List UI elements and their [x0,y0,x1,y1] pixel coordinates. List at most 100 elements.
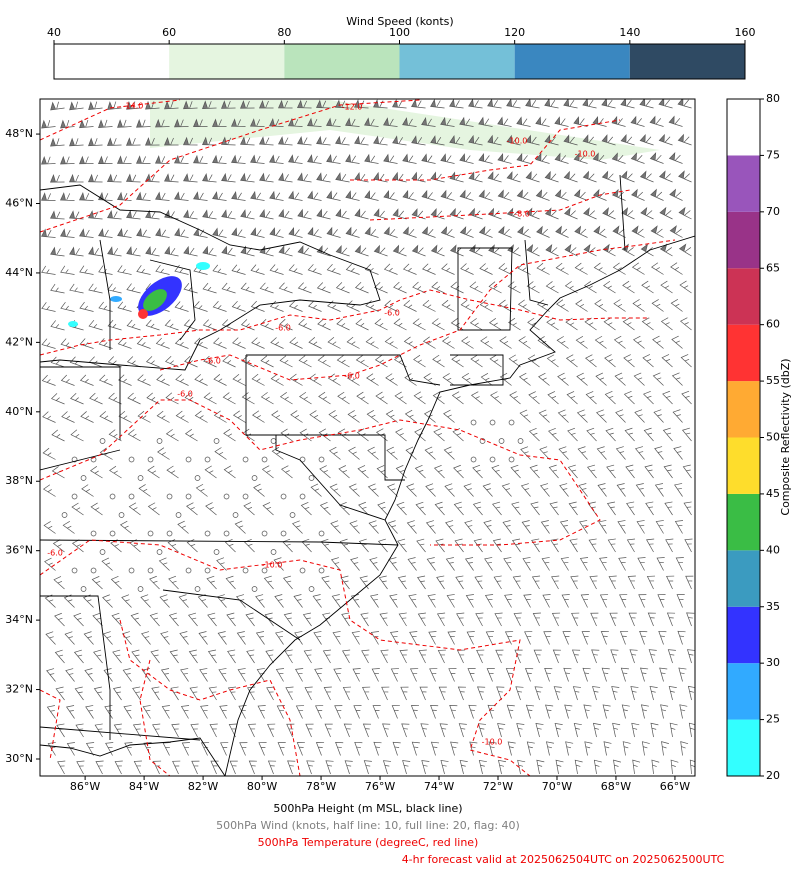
wind-barb [674,520,684,534]
wind-barb [174,227,189,238]
wind-barb [346,300,360,312]
wind-barb [375,391,388,405]
wind-barb [126,356,141,368]
wind-barb [449,704,458,719]
wind-barb [582,134,597,146]
wind-barb [506,207,521,220]
wind-barb [447,631,456,645]
wind-barb [642,354,654,368]
wind-barb [641,280,654,294]
wind-barb [565,317,578,331]
lon-tick-label: 72°W [483,780,513,793]
wind-barb [164,136,179,146]
wind-barb [422,263,436,275]
wind-barb [70,429,84,442]
contour-label: -6.0 [344,372,360,381]
wind-barb [155,118,170,128]
wind-barb [503,557,512,571]
wind-barb [661,354,673,368]
wind-barb [635,483,645,497]
wind-colorbar: 40 60 80 100 120 140 160 [47,26,756,80]
wind-barb [455,575,464,590]
wind-barb [270,337,284,349]
wind-barb [593,225,607,238]
wind-barb [569,538,578,553]
wind-barb [312,594,322,608]
wind-barb [546,317,559,331]
wind-barb [188,649,198,664]
wind-barb [88,319,103,331]
calm-circle [90,530,97,537]
wind-barb [564,243,578,257]
wind-barb [259,208,274,220]
wind-barb [127,392,141,405]
wind-barb [381,686,390,701]
wind-barb [51,429,65,442]
wind-barb [80,411,94,423]
wind-barb [575,336,588,349]
wind-barb [307,117,322,127]
wind-barb [661,741,669,756]
wind-barb [648,649,657,664]
wind-barb [468,704,477,719]
wind-barb [357,465,369,479]
wind-barb [136,119,151,128]
wind-barb [363,760,372,775]
wind-barb [621,243,635,257]
wind-barb [161,705,170,719]
wind-barb [544,207,559,220]
wind-barb [316,282,331,294]
wind-barb [136,227,151,238]
wind-barb [142,705,151,719]
wind-barb [417,612,426,627]
wind-barb [42,484,56,497]
calm-circle [299,456,306,463]
wind-barb [304,686,313,701]
contour-label: -6.0 [177,390,193,399]
wind-barb [402,263,417,275]
wind-barb [330,557,341,571]
contour-label: -6.0 [205,357,221,366]
wind-barb [335,742,344,756]
wind-barb [616,483,626,497]
wind-barb [50,137,65,147]
wind-barb [393,318,407,331]
wind-barb [326,117,341,127]
wind-barb [275,631,284,645]
wind-barb [508,354,521,368]
wind-barb [516,723,525,738]
wind-barb [244,538,255,553]
wind-barb [588,538,597,553]
wind-barb [634,409,645,423]
wind-barb [479,299,493,312]
wind-barb [327,336,341,349]
wind-barb [174,301,189,312]
wind-barb [60,228,75,238]
colorbar-segment [169,44,285,79]
wind-barb [413,354,426,368]
colorbar-tick-label: 40 [766,543,780,556]
wind-barb [440,116,455,127]
wind-barb [117,119,132,128]
wind-barb [354,244,369,257]
wind-barb [601,170,616,183]
colorbar-tick-label: 70 [766,205,780,218]
calm-circle [517,438,524,444]
wind-barb [41,338,56,349]
calm-circle [223,493,230,500]
colorbar-segment [727,155,760,212]
calm-circle [280,530,287,537]
wind-barb [572,686,581,701]
wind-barb [483,520,493,534]
wind-barb [237,668,246,682]
wind-barb [168,612,179,627]
calm-circle [479,438,486,444]
wind-barb [385,409,398,423]
wind-barb [391,705,400,719]
wind-barb [408,594,417,608]
wind-barb [441,299,455,312]
wind-barb [395,428,407,442]
wind-barb [632,759,641,775]
wind-barb [421,153,436,164]
wind-barb [329,483,341,497]
